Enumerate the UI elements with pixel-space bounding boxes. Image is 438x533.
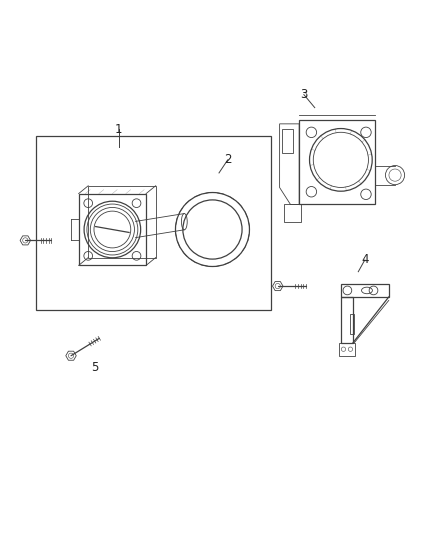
Bar — [36, 136, 271, 310]
Bar — [282, 130, 293, 154]
Bar — [88, 186, 155, 257]
Text: 3: 3 — [300, 88, 307, 101]
Text: 2: 2 — [224, 154, 231, 166]
Text: 5: 5 — [91, 361, 99, 374]
Bar — [79, 193, 146, 265]
Text: 4: 4 — [361, 254, 368, 266]
Bar — [339, 343, 355, 356]
Bar — [341, 284, 389, 297]
Bar — [350, 314, 354, 334]
Text: 1: 1 — [115, 123, 123, 136]
Bar — [341, 297, 353, 343]
Bar — [284, 205, 301, 222]
